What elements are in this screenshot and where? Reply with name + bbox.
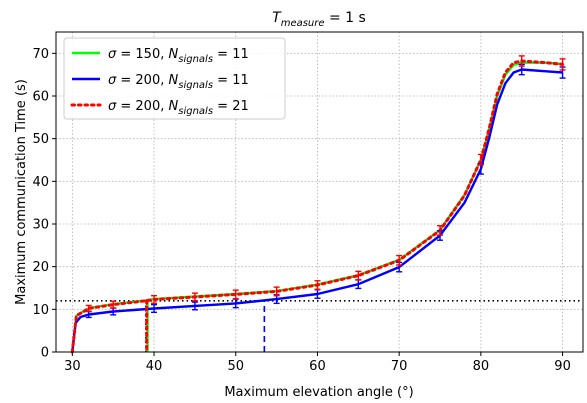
y-tick-label: 50: [32, 132, 49, 147]
series-line-3: [70, 59, 565, 354]
x-tick-label: 90: [554, 359, 571, 374]
reference-lines: [56, 299, 583, 352]
x-tick-label: 80: [473, 359, 490, 374]
title-sub: measure: [281, 18, 325, 29]
legend-label: σ = 200, Nsignals = 21: [108, 99, 249, 117]
y-tick-label: 20: [32, 260, 49, 275]
error-bars: [85, 55, 566, 319]
series-lines: [70, 59, 565, 354]
x-tick-label: 30: [64, 359, 81, 374]
legend-label: σ = 150, Nsignals = 11: [108, 47, 249, 65]
y-tick-label: 40: [32, 175, 49, 190]
y-tick-label: 10: [32, 303, 49, 318]
plot-frame: [55, 31, 584, 353]
y-tick-label: 70: [32, 47, 49, 62]
legend-box: [63, 37, 286, 120]
legend-label: σ = 200, Nsignals = 11: [108, 73, 249, 91]
title-rest: = 1 s: [325, 10, 366, 26]
y-tick-label: 0: [41, 346, 49, 361]
y-tick-label: 60: [32, 90, 49, 105]
x-tick-label: 50: [227, 359, 244, 374]
series-line-2: [71, 68, 563, 353]
x-tick-label: 40: [146, 359, 163, 374]
x-axis-ticks: 30 40 50 60 70 80 90: [64, 352, 571, 374]
x-axis-label: Maximum elevation angle (°): [224, 385, 413, 400]
x-tick-label: 60: [309, 359, 326, 374]
y-axis-label: Maximum communication Time (s): [14, 79, 29, 305]
y-axis-ticks: 0 10 20 30 40 50 60 70: [32, 47, 56, 361]
title-base: T: [272, 10, 282, 26]
x-tick-label: 70: [391, 359, 408, 374]
y-tick-label: 30: [32, 218, 49, 233]
chart-title: Tmeasure = 1 s: [272, 10, 366, 29]
legend: σ = 150, Nsignals = 11 σ = 200, Nsignals …: [63, 37, 286, 120]
